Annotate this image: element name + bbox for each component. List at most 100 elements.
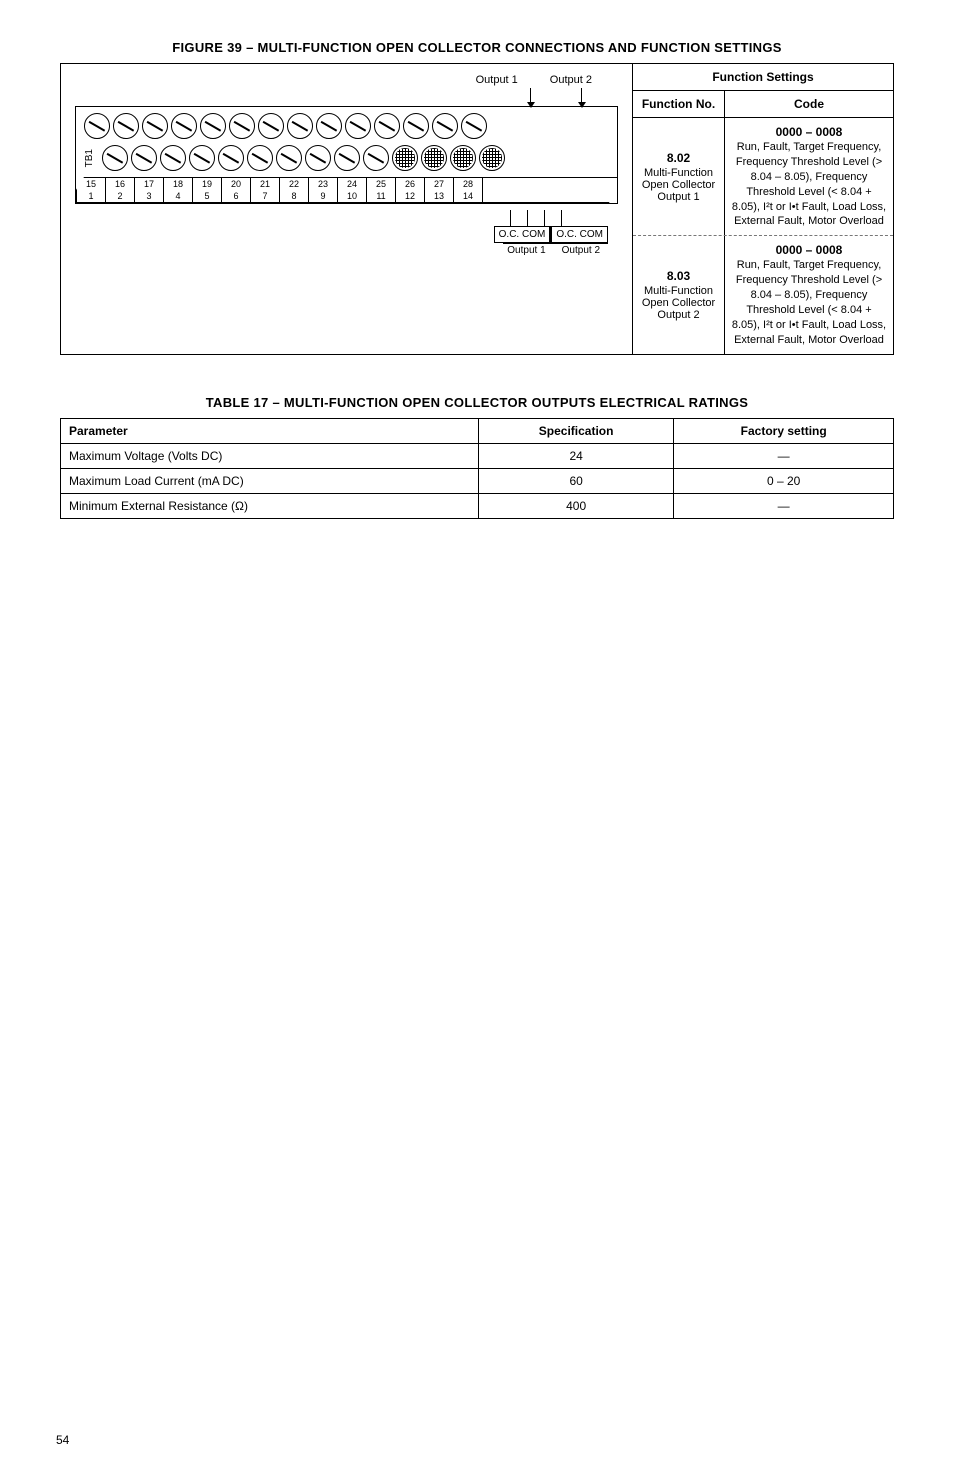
screw-icon [461,113,487,139]
th-factory: Factory setting [674,418,894,443]
num-cell: 4 [164,190,193,202]
code-cell: 0000 – 0008 Run, Fault, Target Frequency… [725,236,893,353]
function-no-cell: 8.02 Multi-Function Open Collector Outpu… [633,118,725,235]
num-cell: 24 [338,178,367,190]
num-cell: 5 [193,190,222,202]
output-lead-lines [75,88,618,106]
screw-icon [363,145,389,171]
settings-row: 8.03 Multi-Function Open Collector Outpu… [633,235,893,353]
screw-icon [113,113,139,139]
num-cell: 12 [396,190,425,202]
num-cell: 9 [309,190,338,202]
screw-icon [421,145,447,171]
num-cell: 7 [251,190,280,202]
num-cell: 18 [164,178,193,190]
function-no-cell: 8.03 Multi-Function Open Collector Outpu… [633,236,725,353]
settings-subheader: Function No. Code [633,91,893,118]
table-header-row: Parameter Specification Factory setting [61,418,894,443]
oc-label-boxes: O.C. COM O.C. COM [494,226,608,243]
num-cell: 21 [251,178,280,190]
terminal-block: TB1 15 16 17 18 19 [75,106,618,204]
output2-label: Output 2 [550,74,592,86]
num-cell: 26 [396,178,425,190]
screw-icon [345,113,371,139]
td-spec: 400 [478,493,673,518]
screw-icon [171,113,197,139]
num-cell: 22 [280,178,309,190]
screw-icon [189,145,215,171]
oc-output2-label: Output 2 [558,244,604,257]
num-cell: 13 [425,190,454,202]
oc-under-labels: Output 1 Output 2 [503,243,608,257]
screw-icon [247,145,273,171]
lead-line [527,210,528,226]
td-factory: 0 – 20 [674,468,894,493]
screw-icon [334,145,360,171]
output-top-labels: Output 1 Output 2 [75,74,618,86]
num-cell: 16 [106,178,135,190]
td-spec: 60 [478,468,673,493]
table-row: Maximum Voltage (Volts DC) 24 — [61,443,894,468]
number-strip-lower: 1 2 3 4 5 6 7 8 9 10 11 12 13 14 [76,190,617,203]
screw-icon [479,145,505,171]
oc-output1-label: Output 1 [503,244,549,257]
lead-line [561,210,562,226]
page-number: 54 [56,1433,69,1447]
settings-header: Function Settings [633,64,893,91]
num-cell: 14 [454,190,483,202]
num-cell: 1 [77,190,106,202]
function-desc: Multi-Function Open Collector Output 2 [637,285,720,321]
screw-icon [316,113,342,139]
screw-icon [131,145,157,171]
figure-container: Output 1 Output 2 [60,63,894,355]
code-range: 0000 – 0008 [731,242,887,258]
num-cell: 3 [135,190,164,202]
screw-icon [160,145,186,171]
code-cell: 0000 – 0008 Run, Fault, Target Frequency… [725,118,893,235]
function-number: 8.03 [667,269,690,283]
screw-icon [432,113,458,139]
num-cell: 6 [222,190,251,202]
table-row: Maximum Load Current (mA DC) 60 0 – 20 [61,468,894,493]
screw-icon [403,113,429,139]
table17-title: TABLE 17 – MULTI-FUNCTION OPEN COLLECTOR… [60,395,894,410]
tb-label: TB1 [84,149,95,167]
num-cell: 2 [106,190,135,202]
screw-icon [218,145,244,171]
num-cell: 8 [280,190,309,202]
screw-icon [392,145,418,171]
td-spec: 24 [478,443,673,468]
diagram-column: Output 1 Output 2 [61,64,633,354]
table17: Parameter Specification Factory setting … [60,418,894,519]
num-cell: 23 [309,178,338,190]
screw-icon [84,113,110,139]
screw-icon [102,145,128,171]
code-description: Run, Fault, Target Frequency, Frequency … [731,258,887,347]
oc-box: O.C. COM [550,226,608,243]
screw-icon [258,113,284,139]
td-factory: — [674,493,894,518]
function-desc: Multi-Function Open Collector Output 1 [637,167,720,203]
lead-line [510,210,511,226]
lead-line [544,210,545,226]
table-row: Minimum External Resistance (Ω) 400 — [61,493,894,518]
function-settings-column: Function Settings Function No. Code 8.02… [633,64,893,354]
code-header: Code [725,91,893,117]
num-cell: 28 [454,178,483,190]
screw-icon [200,113,226,139]
th-specification: Specification [478,418,673,443]
screw-icon [229,113,255,139]
num-cell: 17 [135,178,164,190]
screw-icon [287,113,313,139]
oc-box: O.C. COM [494,226,551,243]
code-range: 0000 – 0008 [731,124,887,140]
number-strip-upper: 15 16 17 18 19 20 21 22 23 24 25 26 27 2… [76,177,617,190]
screw-icon [450,145,476,171]
screw-icon [374,113,400,139]
lead-line [530,88,531,106]
figure-title: FIGURE 39 – MULTI-FUNCTION OPEN COLLECTO… [60,40,894,55]
screw-row-top [84,113,609,139]
screw-row-bottom: TB1 [84,145,609,171]
td-param: Minimum External Resistance (Ω) [61,493,479,518]
num-cell: 27 [425,178,454,190]
